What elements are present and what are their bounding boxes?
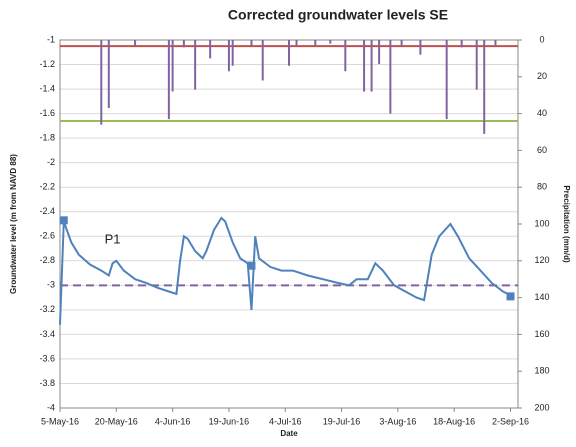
y2-tick-label: 100 [534,218,549,228]
y-tick-label: -1.2 [39,59,55,69]
y-tick-label: -1.4 [39,83,55,93]
x-tick-label: 3-Aug-16 [379,416,416,426]
y-tick-label: -1 [47,34,55,44]
precip-bar [295,40,298,46]
y-tick-label: -4 [47,402,55,412]
y-tick-label: -2 [47,157,55,167]
precip-bar [261,40,264,81]
y2-tick-label: 60 [537,145,547,155]
precip-bar [460,40,463,48]
groundwater-line [59,216,511,325]
y2-tick-label: 140 [534,292,549,302]
x-tick-label: 2-Sep-16 [492,416,529,426]
precip-bar [134,40,137,46]
y-tick-label: -2.4 [39,206,55,216]
y-tick-label: -3.2 [39,304,55,314]
x-tick-label: 4-Jun-16 [155,416,191,426]
y-tick-label: -3.6 [39,353,55,363]
chart-title: Corrected groundwater levels SE [228,7,448,23]
x-tick-label: 19-Jun-16 [209,416,250,426]
y-tick-label: -1.6 [39,108,55,118]
y-tick-label: -1.8 [39,133,55,143]
annotation: P1 [105,231,121,246]
x-tick-label: 4-Jul-16 [269,416,302,426]
precip-bar [494,40,497,46]
precip-bar [250,40,253,46]
precip-bar [329,40,332,44]
x-tick-label: 5-May-16 [41,416,79,426]
precip-bar [231,40,234,66]
y2-tick-label: 0 [539,34,544,44]
y2-tick-label: 120 [534,255,549,265]
y2-tick-label: 40 [537,108,547,118]
y-tick-label: -3.4 [39,329,55,339]
y-tick-label: -3.8 [39,378,55,388]
precip-bar [400,40,403,46]
y2-tick-label: 160 [534,329,549,339]
y2-tick-label: 80 [537,182,547,192]
precip-bar [314,40,317,46]
marker [247,261,256,270]
y-tick-label: -3 [47,280,55,290]
precip-bar [107,40,110,109]
precip-bar [182,40,185,48]
y-tick-label: -2.2 [39,182,55,192]
y2-tick-label: 20 [537,71,547,81]
precip-bar [378,40,381,64]
precip-bar [419,40,422,55]
precip-bar [445,40,448,120]
precip-bar [167,40,170,120]
precip-bar [227,40,230,72]
precip-bar [389,40,392,114]
marker [59,216,68,225]
precip-bar [288,40,290,66]
y-tick-label: -2.8 [39,255,55,265]
y-axis-title: Groundwater level (m from NAVD 88) [9,154,18,294]
precip-bar [194,40,197,90]
x-tick-label: 18-Aug-16 [433,416,475,426]
y2-tick-label: 180 [534,366,549,376]
precip-bar [475,40,478,90]
precip-bar [344,40,347,72]
y2-axis-title: Precipitation (mm/d) [562,185,571,263]
marker [506,292,515,301]
precip-bar [363,40,366,92]
precip-bar [483,40,486,134]
x-tick-label: 20-May-16 [95,416,138,426]
y2-tick-label: 200 [534,402,549,412]
x-axis-title: Date [280,429,298,438]
precip-bar [171,40,174,92]
x-tick-label: 19-Jul-16 [323,416,361,426]
precip-bar [100,40,103,125]
precip-bar [370,40,373,92]
y-tick-label: -2.6 [39,231,55,241]
precip-bar [209,40,212,59]
